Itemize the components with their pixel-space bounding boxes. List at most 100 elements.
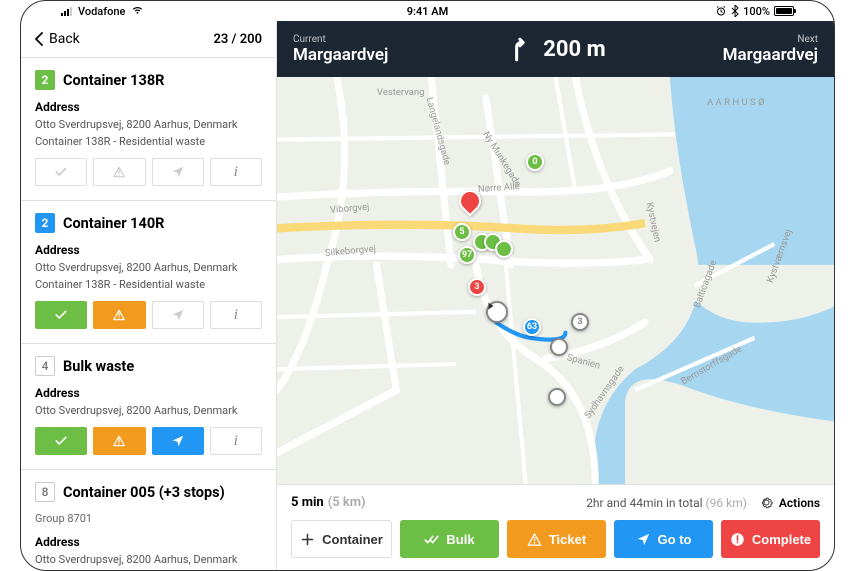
warning-icon [527,532,542,547]
stop-badge: 4 [35,356,55,376]
map-pin[interactable]: 97 [458,246,476,264]
card-title-row: 8 Container 005 (+3 stops) [35,482,262,502]
add-container-button[interactable]: Container [291,520,392,558]
action-info-button[interactable]: i [210,301,262,329]
stop-list[interactable]: 2 Container 138R Address Otto Sverdrupsv… [21,58,276,570]
address-text: Otto Sverdrupsvej, 8200 Aarhus, Denmark [35,404,262,417]
stop-badge: 2 [35,70,55,90]
action-nav-button[interactable] [152,158,204,186]
nav-current: Current Margaardvej [293,34,388,65]
action-nav-button[interactable] [152,427,204,455]
total-time: 2hr and 44min in total [586,496,702,510]
total-summary: 2hr and 44min in total (96 km) [586,496,747,510]
nav-next-label: Next [723,34,818,45]
bottom-bar: Container Bulk Ticket Go to Complete [277,520,834,570]
map-pin[interactable]: 0 [526,153,544,171]
map-pin[interactable]: 3 [468,278,486,296]
road-label: Vestervang [377,87,425,98]
map-pin[interactable] [459,190,481,212]
nav-distance: 200 m [543,37,605,62]
chevron-left-icon [35,32,43,46]
wifi-icon [131,5,144,18]
alarm-icon [715,5,727,17]
map-pin[interactable]: 63 [523,318,541,336]
progress-counter: 23 / 200 [213,32,262,47]
device-frame: Vodafone 9:41 AM 100% Back 23 / 200 2 Co… [20,0,835,571]
map-base [277,77,834,484]
action-warning-button[interactable] [93,158,145,186]
map-pin[interactable]: 3 [571,313,589,331]
ticket-label: Ticket [549,532,586,547]
card-title: Container 140R [63,215,164,232]
card-title-row: 2 Container 140R [35,213,262,233]
action-nav-button[interactable] [152,301,204,329]
goto-label: Go to [658,532,692,547]
action-check-button[interactable] [35,158,87,186]
plus-icon [300,532,315,547]
leg-distance: (5 km) [328,495,366,510]
double-check-icon [424,532,439,547]
stop-card[interactable]: 4 Bulk waste Address Otto Sverdrupsvej, … [21,344,276,470]
gear-icon [759,495,774,510]
address-label: Address [35,386,262,400]
complete-label: Complete [752,532,811,547]
group-label: Group 8701 [35,512,262,525]
stop-card[interactable]: 2 Container 138R Address Otto Sverdrupsv… [21,58,276,201]
nav-next-value: Margaardvej [723,45,818,65]
bulk-button[interactable]: Bulk [400,520,499,558]
actions-menu[interactable]: Actions [759,495,820,510]
action-warning-button[interactable] [93,427,145,455]
back-button[interactable]: Back [35,31,80,47]
action-check-button[interactable] [35,427,87,455]
card-actions: i [35,301,262,329]
battery-icon [774,6,794,16]
nav-next: Next Margaardvej [723,34,818,65]
actions-label: Actions [779,496,820,510]
alert-circle-icon [730,532,745,547]
sidebar-header: Back 23 / 200 [21,21,276,58]
add-container-label: Container [322,532,383,547]
map-pin[interactable] [495,240,513,258]
back-label: Back [49,31,80,47]
clock: 9:41 AM [407,5,449,18]
stop-card[interactable]: 2 Container 140R Address Otto Sverdrupsv… [21,201,276,344]
card-title: Container 138R [63,72,164,89]
sidebar: Back 23 / 200 2 Container 138R Address O… [21,21,277,570]
card-actions: i [35,158,262,186]
complete-button[interactable]: Complete [721,520,820,558]
main: Current Margaardvej 200 m Next Margaardv… [277,21,834,570]
card-title: Bulk waste [63,358,134,375]
card-actions: i [35,427,262,455]
subline-text: Container 138R - Residential waste [35,135,262,148]
action-info-button[interactable]: i [210,158,262,186]
address-text: Otto Sverdrupsvej, 8200 Aarhus, Denmark [35,118,262,131]
address-label: Address [35,100,262,114]
bulk-label: Bulk [446,532,474,547]
address-label: Address [35,243,262,257]
nav-current-value: Margaardvej [293,45,388,65]
map-pin[interactable] [548,388,566,406]
bluetooth-icon [731,5,739,17]
status-bar: Vodafone 9:41 AM 100% [21,1,834,21]
action-check-button[interactable] [35,301,87,329]
goto-button[interactable]: Go to [614,520,713,558]
card-title-row: 4 Bulk waste [35,356,262,376]
ticket-button[interactable]: Ticket [507,520,606,558]
action-warning-button[interactable] [93,301,145,329]
signal-icon [61,7,72,16]
address-label: Address [35,535,262,549]
card-title-row: 2 Container 138R [35,70,262,90]
carrier-label: Vodafone [78,5,125,18]
stop-badge: 8 [35,482,55,502]
app: Back 23 / 200 2 Container 138R Address O… [21,21,834,570]
map[interactable]: VestervangLangelandsgadeNy MunkegadeA A … [277,77,834,484]
map-pin[interactable]: 5 [453,223,471,241]
action-info-button[interactable]: i [210,427,262,455]
status-right: 100% [428,5,795,18]
turn-right-icon [505,36,531,62]
leg-time: 5 min [291,495,324,510]
summary-bar: 5 min (5 km) 2hr and 44min in total (96 … [277,484,834,520]
navigate-icon [636,532,651,547]
stop-card[interactable]: 8 Container 005 (+3 stops) Group 8701 Add… [21,470,276,570]
map-pin[interactable] [550,338,568,356]
